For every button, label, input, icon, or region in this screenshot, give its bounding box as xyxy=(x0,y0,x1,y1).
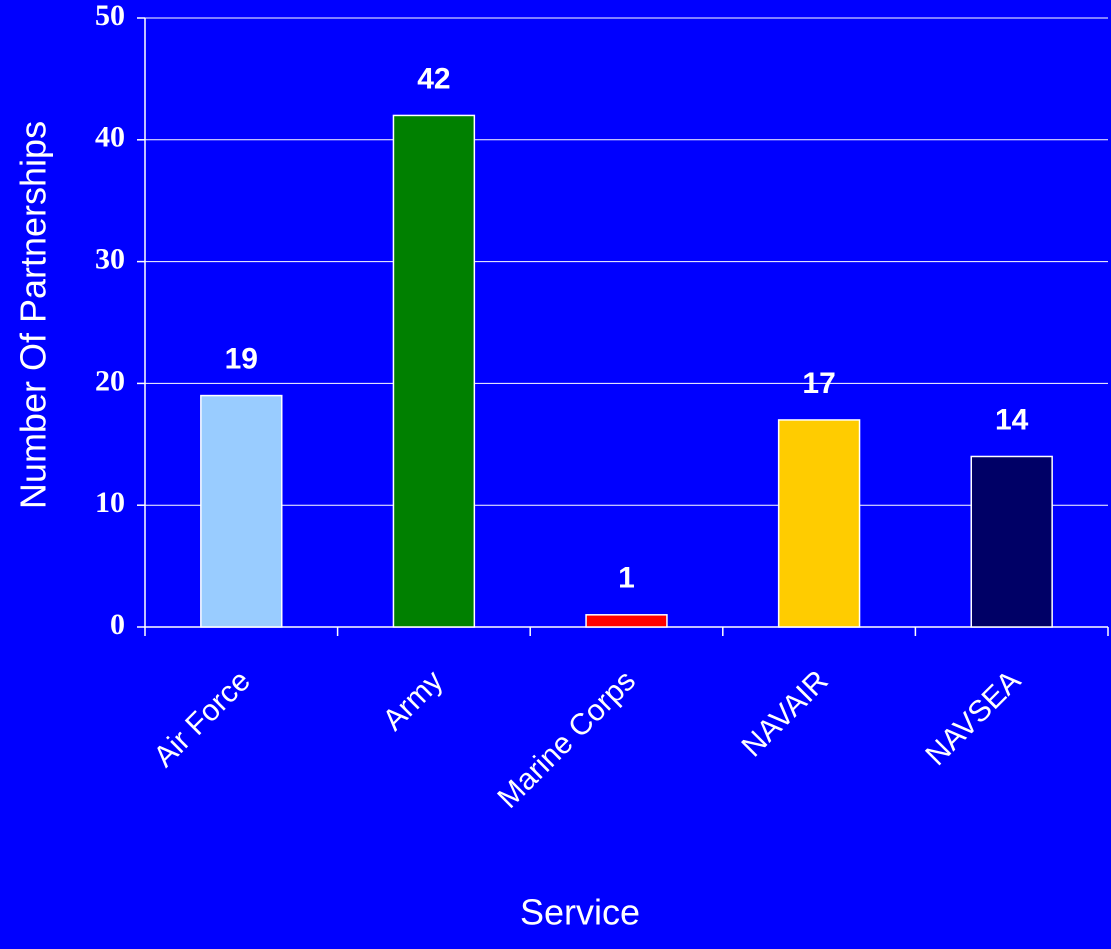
y-tick-label: 20 xyxy=(95,364,125,397)
bar xyxy=(777,419,861,628)
y-tick-label: 0 xyxy=(110,608,125,641)
bar xyxy=(392,114,476,628)
bar xyxy=(585,614,668,628)
data-label: 19 xyxy=(225,343,258,376)
y-tick-label: 10 xyxy=(95,486,125,519)
y-tick-label: 40 xyxy=(95,121,125,154)
bar xyxy=(200,394,283,628)
data-label: 14 xyxy=(995,403,1029,436)
data-label: 17 xyxy=(802,367,835,400)
x-axis-title: Service xyxy=(520,892,640,933)
bar xyxy=(970,455,1053,628)
data-label: 42 xyxy=(417,62,450,95)
data-label: 1 xyxy=(618,562,635,595)
y-tick-label: 30 xyxy=(95,242,125,275)
y-axis-title: Number Of Partnerships xyxy=(13,121,54,509)
y-tick-label: 50 xyxy=(95,0,125,32)
